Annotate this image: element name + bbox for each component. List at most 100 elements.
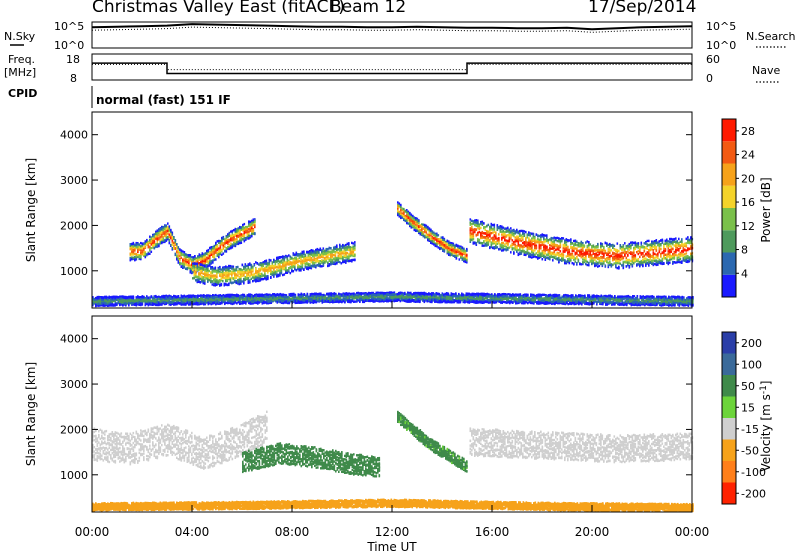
scatter-cell	[413, 216, 416, 219]
scatter-cell	[434, 234, 437, 237]
scatter-cell	[282, 263, 284, 266]
scatter-cell	[191, 263, 193, 267]
scatter-cell	[189, 254, 192, 257]
scatter-cell	[646, 243, 649, 246]
scatter-cell	[630, 247, 632, 250]
scatter-cell	[250, 277, 253, 280]
scatter-cell	[502, 232, 505, 236]
scatter-cell	[669, 244, 671, 248]
scatter-cell	[428, 227, 431, 230]
scatter-cell	[625, 256, 628, 259]
scatter-cell	[185, 263, 187, 266]
scatter-cell	[654, 242, 656, 245]
scatter-cell	[658, 240, 661, 243]
scatter-cell	[186, 261, 189, 264]
scatter-cell	[165, 234, 168, 238]
scatter-cell	[156, 232, 159, 236]
scatter-cell	[328, 253, 331, 256]
scatter-cell	[198, 268, 200, 271]
scatter-cell	[171, 233, 174, 236]
scatter-cell	[198, 262, 201, 265]
scatter-cell	[466, 247, 468, 251]
scatter-cell	[574, 243, 577, 246]
scatter-cell	[204, 255, 207, 259]
scatter-cell	[321, 261, 323, 264]
scatter-cell	[144, 252, 147, 255]
scatter-cell	[416, 218, 419, 221]
scatter-cell	[301, 254, 304, 258]
scatter-cell	[483, 244, 485, 247]
scatter-cell	[532, 249, 535, 252]
scatter-cell	[230, 242, 232, 245]
scatter-cell	[655, 261, 658, 264]
scatter-cell	[210, 271, 212, 274]
scatter-cell	[664, 239, 667, 242]
scatter-cell	[499, 228, 502, 232]
scatter-cell	[265, 277, 268, 281]
scatter-cell	[252, 229, 255, 232]
scatter-cell	[478, 227, 481, 230]
scatter-cell	[666, 253, 668, 257]
scatter-cell	[214, 280, 217, 283]
scatter-cell	[570, 240, 572, 243]
scatter-cell	[276, 265, 278, 269]
scatter-cell	[634, 241, 637, 245]
scatter-cell	[304, 258, 307, 261]
scatter-cell	[640, 251, 643, 255]
scatter-cell	[516, 239, 518, 243]
scatter-cell	[510, 236, 512, 239]
scatter-cell	[342, 255, 344, 259]
scatter-cell	[215, 246, 217, 249]
scatter-cell	[348, 246, 350, 249]
scatter-cell	[585, 262, 587, 266]
scatter-cell	[253, 278, 256, 281]
scatter-cell	[505, 227, 508, 230]
scatter-cell	[327, 264, 329, 267]
scatter-cell	[433, 237, 435, 240]
scatter-cell	[616, 259, 619, 263]
scatter-cell	[576, 262, 578, 265]
scatter-cell	[354, 253, 356, 257]
scatter-cell	[229, 266, 232, 269]
scatter-cell	[229, 281, 232, 284]
scatter-cell	[433, 243, 435, 246]
scatter-cell	[292, 265, 295, 269]
scatter-cell	[610, 263, 613, 267]
scatter-cell	[215, 248, 217, 251]
scatter-cell	[259, 269, 262, 272]
scatter-cell	[543, 254, 545, 257]
scatter-cell	[189, 259, 192, 262]
scatter-cell	[288, 260, 290, 264]
scatter-cell	[129, 259, 132, 262]
scatter-cell	[135, 252, 138, 256]
scatter-cell	[455, 257, 458, 260]
scatter-cell	[419, 233, 422, 236]
scatter-cell	[446, 247, 449, 250]
scatter-cell	[262, 277, 265, 281]
scatter-cell	[403, 213, 405, 216]
scatter-cell	[594, 255, 596, 259]
scatter-cell	[220, 268, 223, 271]
scatter-cell	[637, 263, 640, 266]
scatter-cell	[219, 251, 222, 254]
scatter-cell	[597, 250, 599, 254]
scatter-cell	[607, 264, 610, 267]
scatter-cell	[294, 253, 296, 256]
scatter-cell	[316, 259, 319, 262]
scatter-cell	[427, 236, 429, 239]
scatter-cell	[492, 237, 494, 241]
scatter-cell	[146, 240, 148, 243]
nsearch-tick-bottom: 10^0	[706, 39, 736, 52]
scatter-cell	[167, 236, 169, 239]
scatter-cell	[238, 279, 241, 283]
scatter-cell	[225, 280, 227, 283]
scatter-cell	[588, 264, 590, 267]
scatter-cell	[254, 224, 256, 227]
scatter-cell	[153, 246, 156, 249]
scatter-cell	[204, 259, 207, 262]
scatter-cell	[141, 246, 144, 250]
scatter-cell	[240, 233, 243, 236]
scatter-cell	[573, 239, 575, 243]
scatter-cell	[205, 269, 208, 273]
scatter-cell	[265, 269, 268, 272]
